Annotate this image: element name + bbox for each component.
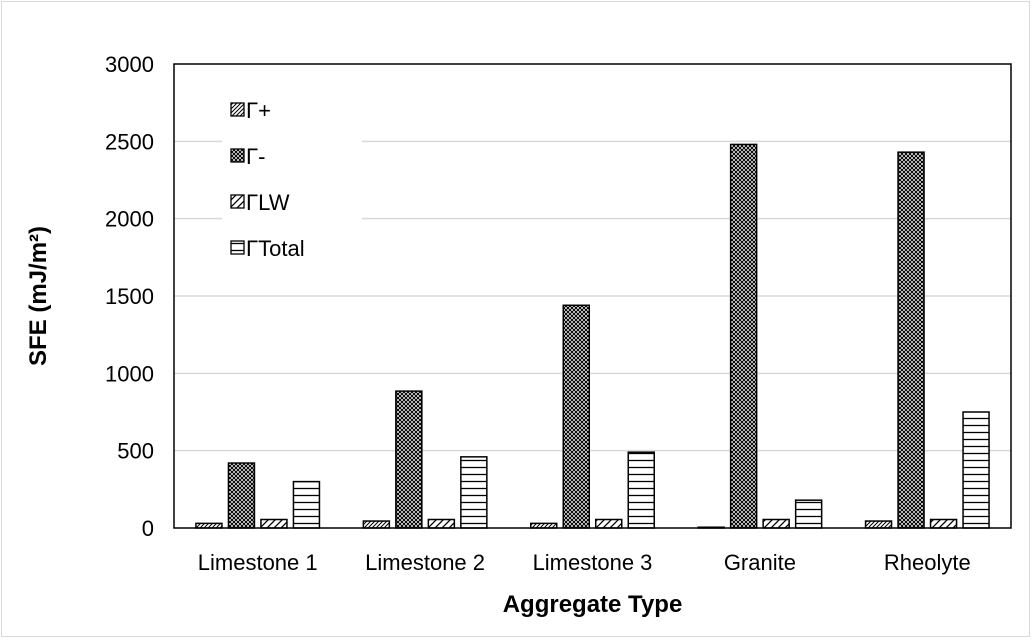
- bar-0-3: [292, 480, 321, 529]
- y-axis-title: SFE (mJ/m²): [25, 226, 52, 366]
- legend-label: ΓTotal: [246, 236, 305, 261]
- legend-swatch: [230, 148, 245, 163]
- legend-swatch: [230, 194, 245, 209]
- legend-background: [222, 90, 362, 278]
- x-axis-ticks: Limestone 1 Limestone 2 Limestone 3 Granite…: [198, 550, 971, 575]
- x-tick-label: Limestone 3: [533, 550, 653, 575]
- x-tick-label: Limestone 1: [198, 550, 318, 575]
- y-tick-label: 1500: [105, 284, 154, 309]
- bar-1-1: [395, 390, 423, 529]
- x-tick-label: Granite: [724, 550, 796, 575]
- x-tick-label: Rheolyte: [884, 550, 971, 575]
- bar-1-3: [460, 456, 488, 529]
- bar-1-0: [362, 520, 391, 529]
- bar-2-3: [627, 451, 655, 529]
- bars: [195, 143, 990, 529]
- bar-0-1: [227, 462, 256, 529]
- y-tick-label: 0: [142, 516, 154, 541]
- legend-label: ΓLW: [246, 190, 290, 215]
- bar-3-1: [729, 143, 758, 529]
- bar-4-0: [864, 520, 893, 529]
- legend: Γ+ Γ- ΓLW ΓTotal: [222, 90, 362, 278]
- y-tick-label: 1000: [105, 361, 154, 386]
- legend-swatch: [230, 240, 245, 255]
- x-tick-label: Limestone 2: [365, 550, 485, 575]
- bar-0-2: [260, 518, 288, 529]
- bar-3-2: [762, 518, 790, 529]
- x-axis-title: Aggregate Type: [503, 591, 683, 618]
- legend-label: Γ-: [246, 144, 265, 169]
- bar-1-2: [427, 518, 456, 529]
- y-axis-ticks: 0 500 1000 1500 2000 2500 3000: [105, 52, 154, 541]
- y-tick-label: 500: [117, 439, 154, 464]
- bar-2-1: [562, 304, 590, 529]
- legend-label: Γ+: [246, 98, 271, 123]
- bar-2-2: [595, 518, 623, 529]
- bar-3-3: [794, 499, 823, 529]
- y-tick-label: 2000: [105, 207, 154, 232]
- y-tick-label: 3000: [105, 52, 154, 77]
- bar-4-1: [897, 151, 925, 529]
- y-tick-label: 2500: [105, 129, 154, 154]
- bar-4-2: [929, 518, 958, 529]
- legend-swatch: [230, 102, 245, 117]
- bar-4-3: [962, 411, 990, 529]
- plot-area-border: [173, 63, 1012, 529]
